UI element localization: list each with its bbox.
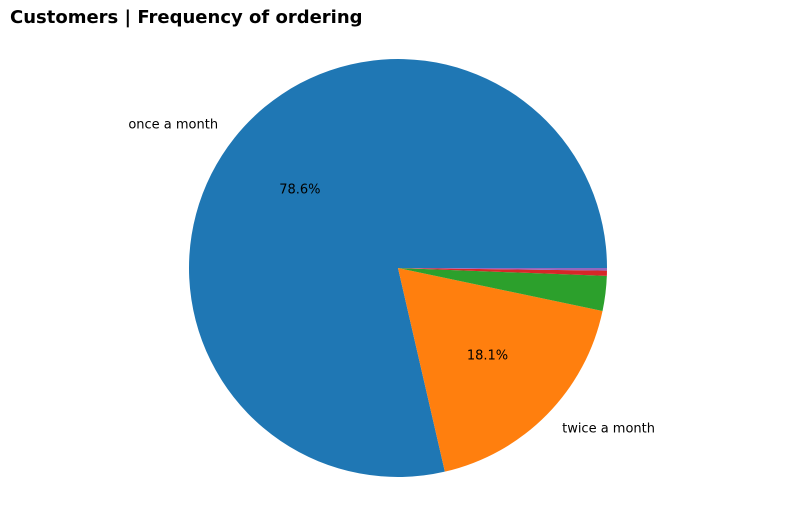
slice-percent-0: 78.6% xyxy=(279,182,320,197)
slice-label-1: twice a month xyxy=(562,422,655,437)
pie-slice-0 xyxy=(188,59,607,478)
pie-slice-2 xyxy=(398,268,607,312)
pie-labels: once a month 78.6% twice a month 18.1% xyxy=(128,117,655,436)
pie-slice-4 xyxy=(398,268,607,271)
pie-slices xyxy=(188,59,607,478)
slice-percent-1: 18.1% xyxy=(467,348,508,363)
pie-slice-1 xyxy=(398,268,603,472)
slice-label-0: once a month xyxy=(128,117,218,132)
pie-slice-3 xyxy=(398,268,607,276)
chart-title: Customers | Frequency of ordering xyxy=(10,7,363,28)
